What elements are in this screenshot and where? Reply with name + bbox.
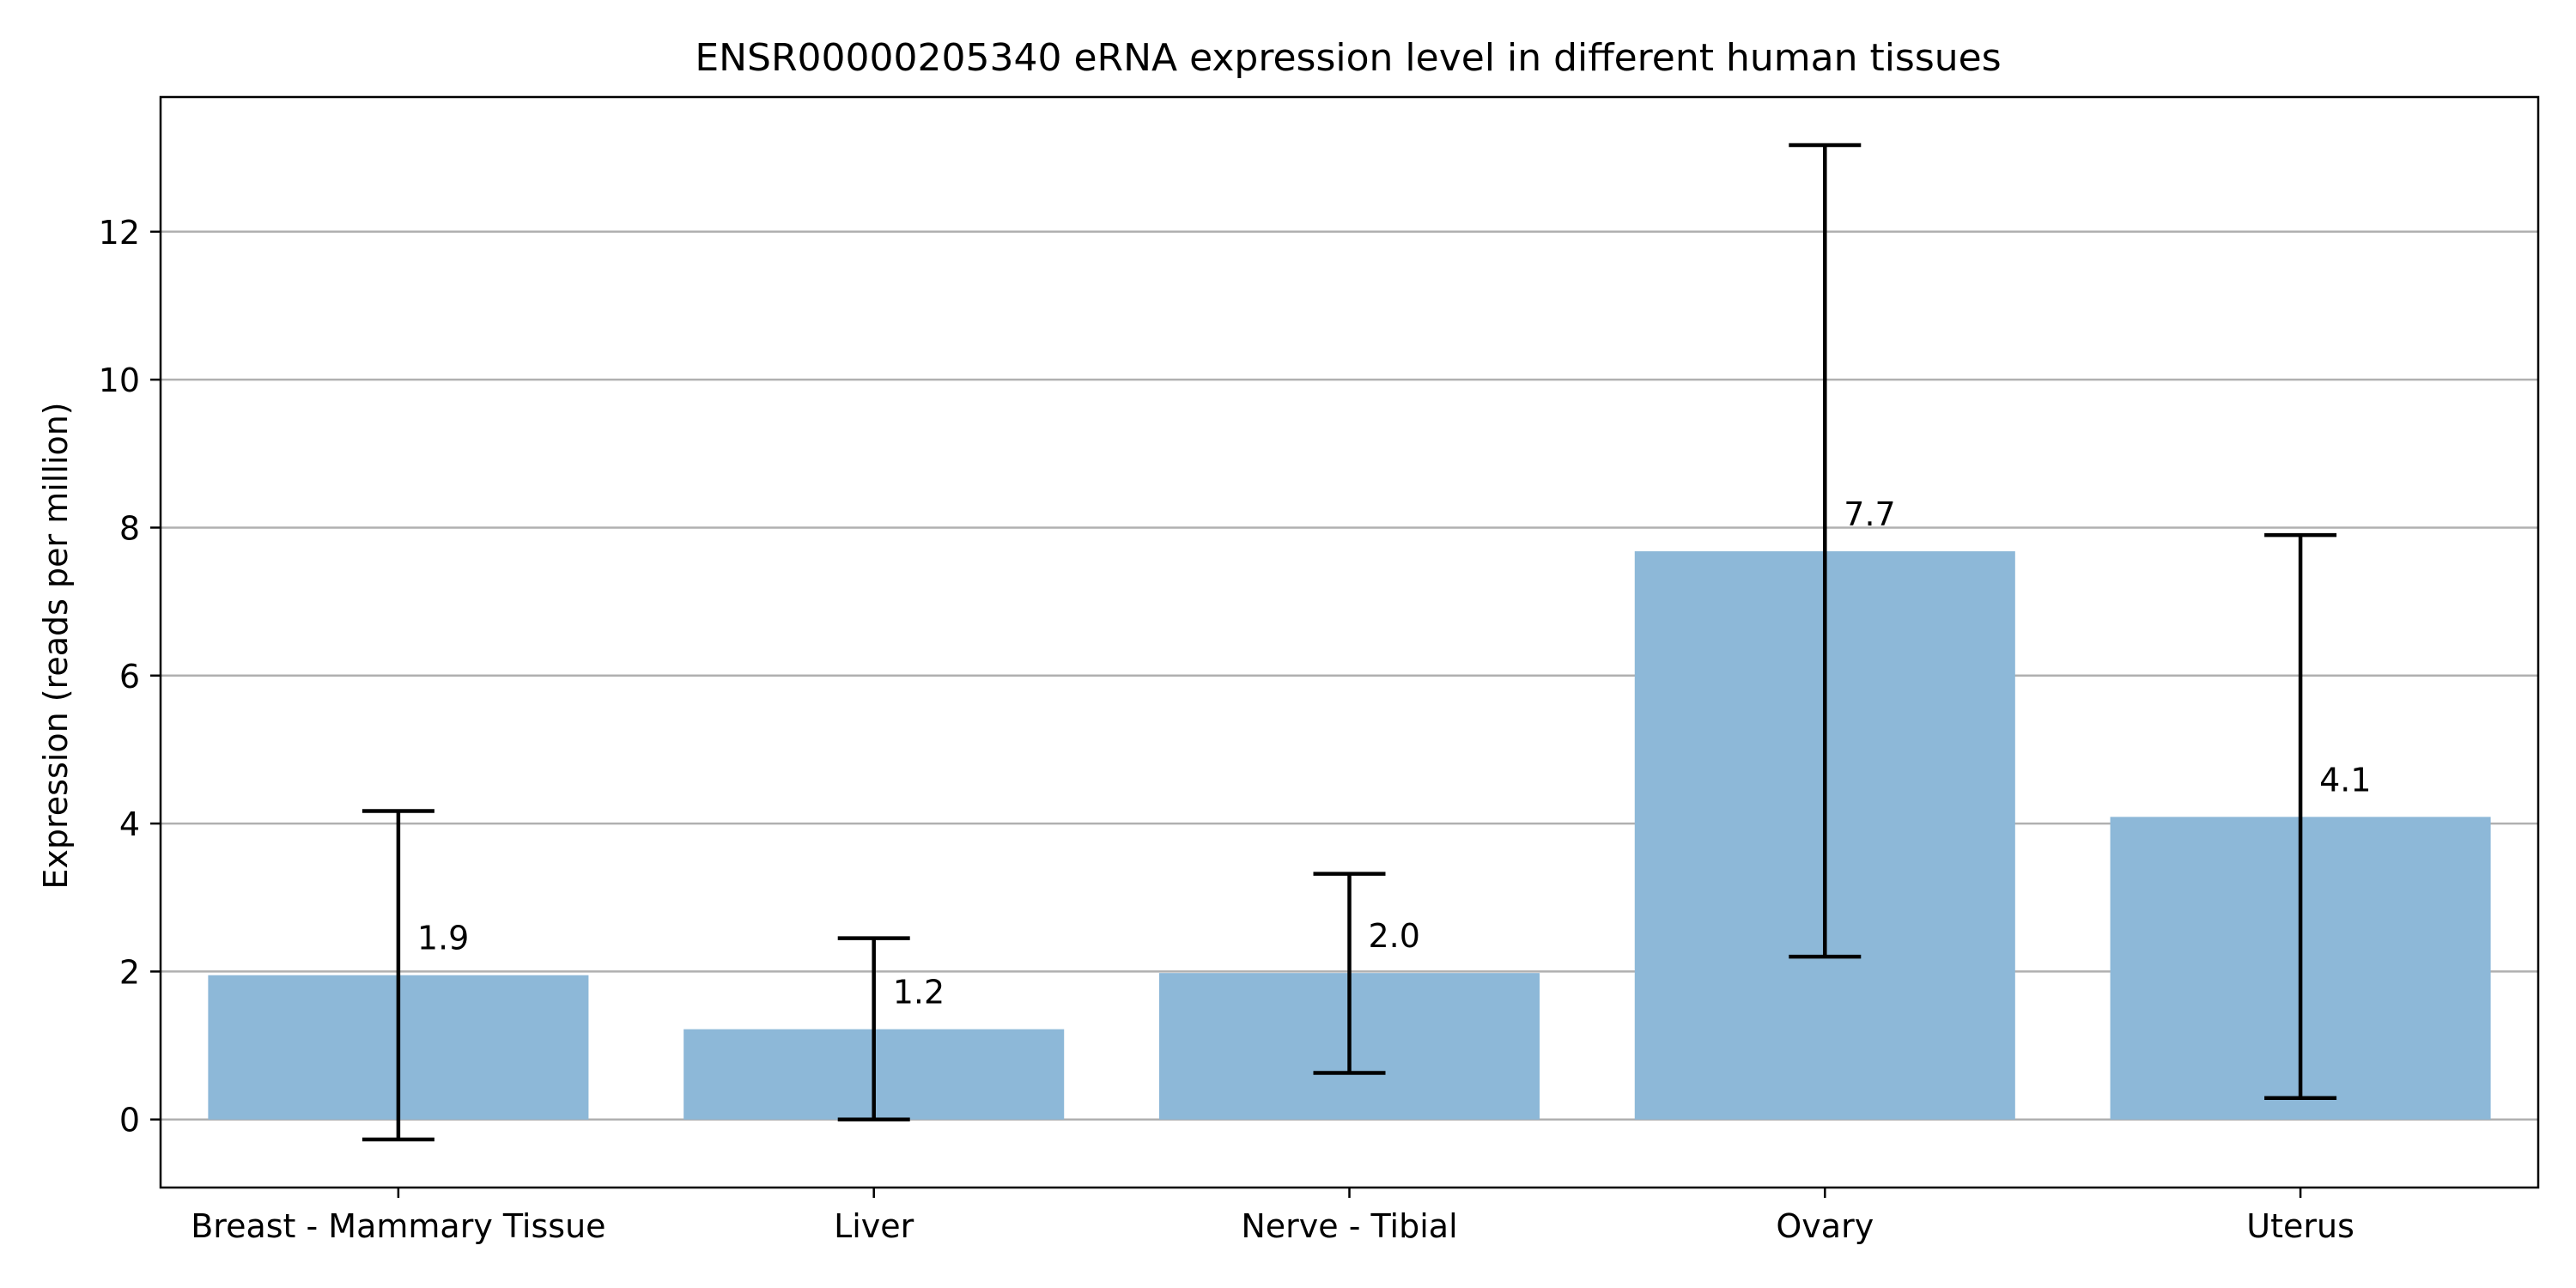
y-tick-label-8: 8 bbox=[119, 509, 140, 547]
value-labels: 1.9 1.2 2.0 7.7 4.1 bbox=[417, 495, 2372, 1012]
chart-title: ENSR00000205340 eRNA expression level in… bbox=[695, 36, 2001, 80]
y-tick-label-4: 4 bbox=[119, 805, 140, 843]
error-bars bbox=[361, 143, 2337, 1142]
y-tick-label-10: 10 bbox=[99, 361, 140, 399]
x-tick-label-0: Breast - Mammary Tissue bbox=[191, 1207, 605, 1245]
x-tick-label-2: Nerve - Tibial bbox=[1241, 1207, 1457, 1245]
value-label-3: 7.7 bbox=[1844, 495, 1895, 533]
y-tick-label-12: 12 bbox=[99, 214, 140, 252]
y-tick-label-2: 2 bbox=[119, 953, 140, 991]
y-axis-label: Expression (reads per million) bbox=[37, 402, 75, 889]
x-tick-label-1: Liver bbox=[834, 1207, 914, 1245]
x-tick-label-3: Ovary bbox=[1776, 1207, 1874, 1245]
y-tick-label-0: 0 bbox=[119, 1102, 140, 1139]
value-label-2: 2.0 bbox=[1369, 917, 1420, 955]
axes: 0 2 4 6 8 10 12 Breast - Mammary Tissue Liver Ner… bbox=[99, 95, 2540, 1245]
y-tick-label-6: 6 bbox=[119, 658, 140, 696]
value-label-1: 1.2 bbox=[893, 974, 945, 1012]
value-label-0: 1.9 bbox=[417, 920, 469, 957]
x-tick-label-4: Uterus bbox=[2246, 1207, 2354, 1245]
value-label-4: 4.1 bbox=[2319, 761, 2371, 799]
